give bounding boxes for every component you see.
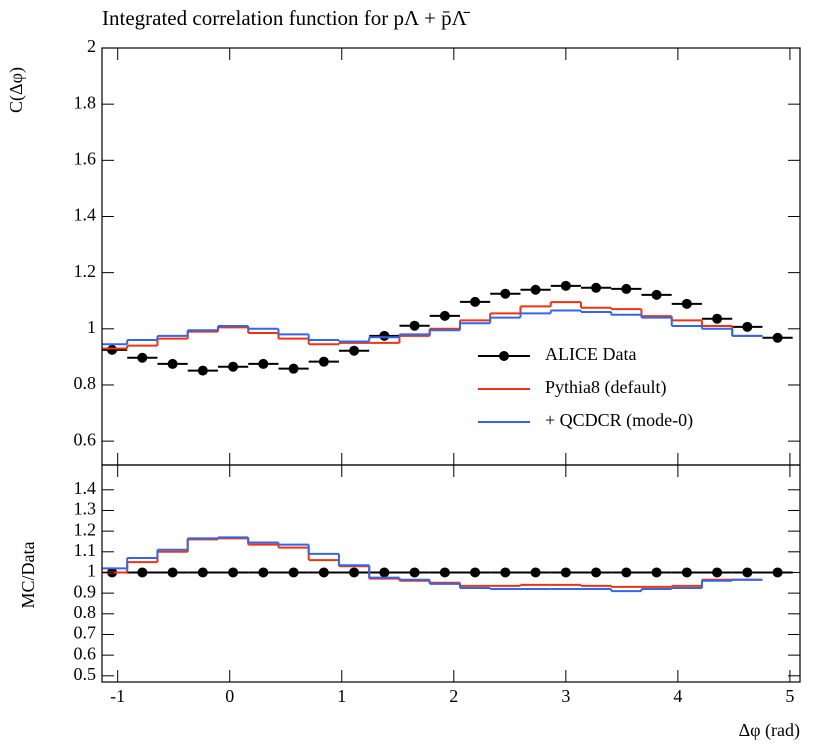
chart-title: Integrated correlation function for pΛ +… — [102, 6, 471, 30]
data-point — [197, 365, 208, 376]
data-point — [379, 330, 390, 341]
plot-frame — [101, 464, 801, 683]
data-point — [137, 352, 148, 363]
y-tick-label: 1.4 — [74, 205, 97, 225]
data-point — [258, 358, 269, 369]
data-point — [228, 567, 239, 578]
data-point — [288, 567, 299, 578]
data-point — [500, 567, 511, 578]
y-tick-label: 0.7 — [74, 623, 97, 643]
data-point — [258, 567, 269, 578]
data-point — [621, 283, 632, 294]
data-point — [742, 567, 753, 578]
data-point — [560, 567, 571, 578]
plot-frame — [101, 47, 801, 466]
x-tick-label: 0 — [225, 686, 234, 706]
data-point — [349, 345, 360, 356]
x-tick-label: 2 — [449, 686, 458, 706]
data-point — [712, 313, 723, 324]
legend-label: ALICE Data — [545, 344, 636, 364]
data-point — [470, 567, 481, 578]
y-tick-label: 1.3 — [74, 499, 97, 519]
y-tick-label: 0.8 — [74, 373, 97, 393]
y-tick-label: 1.1 — [74, 540, 97, 560]
data-point — [681, 567, 692, 578]
x-tick-label: 3 — [561, 686, 570, 706]
data-point — [197, 567, 208, 578]
plot-area — [102, 280, 793, 376]
data-point — [560, 280, 571, 291]
data-point — [530, 567, 541, 578]
y-tick-label: 1.8 — [74, 92, 97, 112]
data-point — [288, 363, 299, 374]
data-point — [439, 567, 450, 578]
data-point — [167, 567, 178, 578]
x-tick-label: 1 — [337, 686, 346, 706]
data-point — [167, 358, 178, 369]
data-point — [107, 344, 118, 355]
data-point — [591, 567, 602, 578]
y-tick-label: 0.8 — [74, 602, 97, 622]
legend-swatch — [499, 351, 509, 361]
y-tick-label: 2 — [87, 36, 96, 56]
y-axis-label: C(Δφ) — [6, 67, 27, 113]
data-point — [621, 567, 632, 578]
plot-area — [102, 536, 793, 593]
data-point — [318, 356, 329, 367]
y-tick-label: 0.9 — [74, 581, 97, 601]
data-point — [591, 282, 602, 293]
x-tick-label: 4 — [673, 686, 682, 706]
data-point — [772, 567, 783, 578]
data-point — [349, 567, 360, 578]
y-tick-label: 1.2 — [74, 261, 97, 281]
data-point — [318, 567, 329, 578]
data-point — [409, 567, 420, 578]
data-point — [228, 361, 239, 372]
data-point — [409, 320, 420, 331]
y-tick-label: 1.6 — [74, 148, 97, 168]
data-point — [681, 298, 692, 309]
data-point — [772, 332, 783, 343]
data-point — [651, 567, 662, 578]
x-tick-label: -1 — [110, 686, 125, 706]
data-point — [530, 284, 541, 295]
y-tick-label: 0.5 — [74, 664, 97, 684]
y-tick-label: 1 — [87, 317, 96, 337]
data-point — [379, 567, 390, 578]
data-point — [470, 296, 481, 307]
data-point — [651, 289, 662, 300]
data-point — [500, 288, 511, 299]
data-point — [712, 567, 723, 578]
y-tick-label: 1.4 — [74, 478, 97, 498]
data-point — [137, 567, 148, 578]
legend-label: + QCDCR (mode-0) — [545, 410, 693, 431]
x-axis-label: Δφ (rad) — [739, 720, 800, 741]
data-point — [439, 310, 450, 321]
y-axis-label: MC/Data — [18, 541, 38, 608]
y-tick-label: 0.6 — [74, 643, 97, 663]
x-tick-label: 5 — [785, 686, 794, 706]
y-tick-label: 1 — [87, 561, 96, 581]
y-tick-label: 1.2 — [74, 519, 97, 539]
y-tick-label: 0.6 — [74, 429, 97, 449]
data-point — [742, 321, 753, 332]
legend-label: Pythia8 (default) — [545, 377, 666, 398]
